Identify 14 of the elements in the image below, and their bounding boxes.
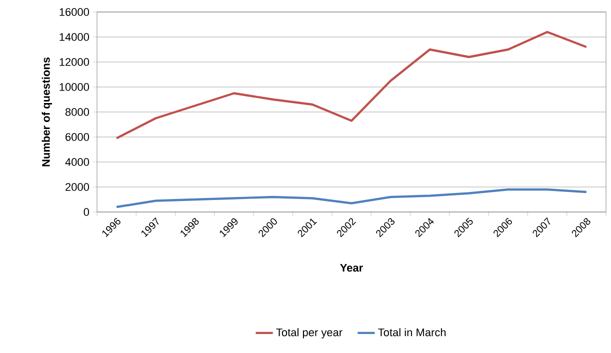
y-tick-label: 2000 — [66, 183, 90, 191]
y-tick-label: 0 — [84, 208, 90, 216]
y-axis-title: Number of questions — [42, 57, 52, 166]
line-series — [115, 188, 588, 208]
y-tick-label: 4000 — [65, 158, 90, 166]
y-tick-label: 14000 — [60, 33, 90, 41]
y-tick-label: 6000 — [66, 133, 90, 141]
y-tick-label: 8000 — [65, 108, 90, 116]
y-tick-label: 12000 — [60, 58, 90, 66]
legend-label: Total in March — [378, 328, 446, 336]
y-tick-label: 16000 — [60, 8, 90, 16]
legend-label: Total per year — [276, 328, 342, 338]
x-axis-title: Year — [340, 264, 363, 272]
y-tick-label: 10000 — [60, 83, 90, 91]
